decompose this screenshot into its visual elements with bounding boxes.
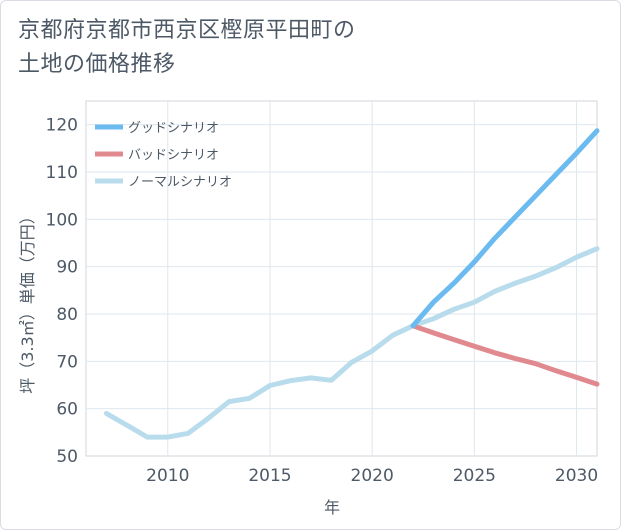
y-tick-label-60: 60 [56,400,78,420]
legend-label-1: バッドシナリオ [128,148,219,163]
y-tick-label-70: 70 [56,352,78,372]
chart-title: 京都府京都市西京区樫原平田町の 土地の価格推移 [18,14,438,82]
y-tick-label-120: 120 [46,116,78,136]
chart-title-line-2: 土地の価格推移 [18,52,176,77]
y-axis-label: 坪（3.3㎡）単価（万円） [18,208,37,393]
y-tick-label-50: 50 [56,447,78,467]
x-axis-ticks: 2010 2015 2020 2025 2030 [146,466,598,486]
series-line-2 [103,246,600,440]
x-axis-label: 年 [324,498,340,517]
y-tick-label-80: 80 [56,305,78,325]
y-tick-label-100: 100 [46,210,78,230]
y-tick-label-110: 110 [46,163,78,183]
y-axis-ticks: 50 60 70 80 90 100 110 120 [46,116,78,467]
x-tick-label-2015: 2015 [248,466,291,486]
legend-label-2: ノーマルシナリオ [128,175,232,190]
series-line-1 [410,323,600,387]
grid-lines [86,101,597,456]
y-tick-label-90: 90 [56,258,78,278]
series-line-0 [410,128,600,329]
series-lines [103,128,600,440]
x-tick-label-2020: 2020 [351,466,394,486]
plot-area [85,100,598,457]
x-tick-label-2025: 2025 [453,466,496,486]
chart-title-line-1: 京都府京都市西京区樫原平田町の [18,18,356,43]
x-tick-label-2010: 2010 [146,466,189,486]
legend-label-0: グッドシナリオ [128,121,219,136]
x-tick-label-2030: 2030 [555,466,598,486]
